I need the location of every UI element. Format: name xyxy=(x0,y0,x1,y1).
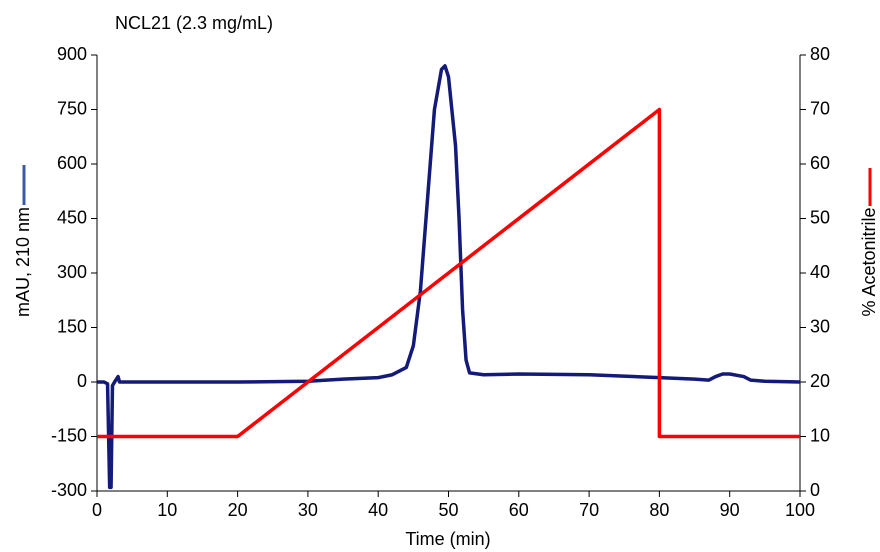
y-tick-label: 0 xyxy=(77,371,87,391)
x-tick-label: 0 xyxy=(92,500,102,520)
y-tick-label: 900 xyxy=(57,44,87,64)
y2-tick-label: 80 xyxy=(810,44,830,64)
x-tick-label: 20 xyxy=(228,500,248,520)
x-tick-label: 60 xyxy=(509,500,529,520)
y2-tick-label: 0 xyxy=(810,480,820,500)
y-tick-label: 300 xyxy=(57,262,87,282)
x-tick-label: 50 xyxy=(438,500,458,520)
y2-tick-label: 50 xyxy=(810,207,830,227)
x-tick-label: 90 xyxy=(720,500,740,520)
x-tick-label: 70 xyxy=(579,500,599,520)
y-tick-label: -300 xyxy=(51,480,87,500)
y2-tick-label: 10 xyxy=(810,425,830,445)
x-tick-label: 80 xyxy=(649,500,669,520)
x-tick-label: 10 xyxy=(157,500,177,520)
y-axis-title: mAU, 210 nm xyxy=(13,207,33,317)
x-axis-title: Time (min) xyxy=(405,529,490,549)
y2-tick-label: 40 xyxy=(810,262,830,282)
series-line xyxy=(97,64,801,490)
x-tick-label: 30 xyxy=(298,500,318,520)
y2-tick-label: 60 xyxy=(810,153,830,173)
y-tick-label: 750 xyxy=(57,98,87,118)
y2-tick-label: 70 xyxy=(810,98,830,118)
y2-axis-title: % Acetonitrile xyxy=(859,207,879,316)
series-line xyxy=(97,107,800,439)
y-tick-label: 450 xyxy=(57,207,87,227)
x-tick-label: 100 xyxy=(785,500,815,520)
chart-title: NCL21 (2.3 mg/mL) xyxy=(115,13,273,33)
y2-tick-label: 30 xyxy=(810,316,830,336)
y2-tick-label: 20 xyxy=(810,371,830,391)
y-tick-label: -150 xyxy=(51,425,87,445)
y-tick-label: 600 xyxy=(57,153,87,173)
y-tick-label: 150 xyxy=(57,316,87,336)
x-tick-label: 40 xyxy=(368,500,388,520)
